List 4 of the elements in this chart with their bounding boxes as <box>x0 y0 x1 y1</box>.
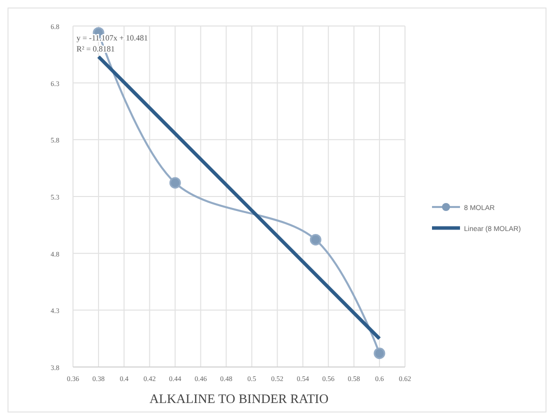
point <box>374 348 386 360</box>
point <box>310 234 322 246</box>
x-axis-title: ALKALINE TO BINDER RATIO <box>150 391 328 406</box>
point <box>169 177 181 189</box>
